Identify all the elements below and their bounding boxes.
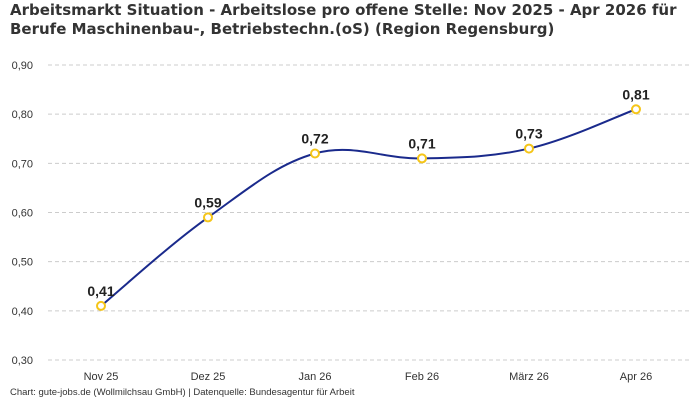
x-tick-label: März 26 [509,371,549,383]
data-point [631,104,641,115]
chart-title-line-1: Arbeitsmarkt Situation - Arbeitslose pro… [10,1,677,19]
data-point [524,143,534,154]
data-point [96,300,106,311]
data-label: 0,73 [515,126,542,142]
y-tick-label: 0,80 [12,109,33,121]
data-point [203,212,213,223]
grid-lines [48,64,690,361]
x-tick-label: Nov 25 [84,371,119,383]
y-tick-label: 0,40 [12,306,33,318]
data-point [310,148,320,159]
data-point [417,153,427,164]
y-tick-label: 0,90 [12,60,33,72]
data-label: 0,41 [87,283,114,299]
chart-title-line-2: Berufe Maschinenbau-, Betriebstechn.(oS)… [10,20,555,38]
chart-title: Arbeitsmarkt Situation - Arbeitslose pro… [10,1,700,39]
series-line [100,108,637,307]
x-tick-label: Apr 26 [620,371,652,383]
y-tick-label: 0,70 [12,158,33,170]
data-label: 0,81 [622,86,649,102]
y-axis: 0,30 0,40 0,50 0,60 0,70 0,80 0,90 [12,60,33,367]
x-tick-label: Feb 26 [405,371,439,383]
x-tick-label: Jan 26 [298,371,331,383]
y-tick-label: 0,60 [12,208,33,220]
x-axis: Nov 25 Dez 25 Jan 26 Feb 26 März 26 Apr 26 [84,371,653,383]
chart-footer: Chart: gute-jobs.de (Wollmilchsau GmbH) … [10,387,355,398]
y-tick-label: 0,30 [12,355,33,367]
data-label: 0,72 [301,131,328,147]
data-points [96,104,641,311]
data-labels: 0,41 0,59 0,72 0,71 0,73 0,81 [87,86,649,299]
y-tick-label: 0,50 [12,257,33,269]
data-label: 0,59 [194,194,221,210]
data-label: 0,71 [408,135,435,151]
x-tick-label: Dez 25 [191,371,226,383]
